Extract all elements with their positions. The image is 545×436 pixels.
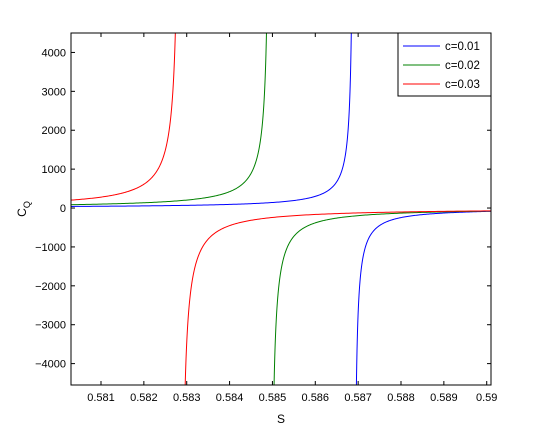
y-tick-label: −1000 xyxy=(35,242,66,254)
y-tick-label: 0 xyxy=(60,203,66,215)
series-line xyxy=(71,33,491,385)
x-tick-label: 0.581 xyxy=(87,392,115,404)
y-tick-label: 3000 xyxy=(42,86,66,98)
series-line xyxy=(71,33,491,385)
ticks-layer: 0.581 0.582 0.583 0.584 0.585 0.586 0.587 0.588… xyxy=(35,33,497,404)
x-tick-label: 0.59 xyxy=(476,392,497,404)
x-axis-label: S xyxy=(277,412,285,426)
y-axis-label-subscript: Q xyxy=(22,201,32,208)
y-axis-label: CQ xyxy=(15,201,32,217)
legend: c=0.01 c=0.02 c=0.03 xyxy=(397,32,492,97)
x-tick-label: 0.582 xyxy=(130,392,158,404)
x-tick-label: 0.588 xyxy=(387,392,415,404)
legend-label: c=0.03 xyxy=(445,79,480,91)
x-tick-label: 0.587 xyxy=(344,392,372,404)
series-layer xyxy=(71,33,491,385)
y-tick-label: −4000 xyxy=(35,359,66,371)
legend-label: c=0.01 xyxy=(445,41,480,53)
x-tick-label: 0.586 xyxy=(302,392,330,404)
y-tick-label: 1000 xyxy=(42,164,66,176)
svg-text:CQ: CQ xyxy=(15,201,32,217)
y-tick-label: −2000 xyxy=(35,281,66,293)
legend-label: c=0.02 xyxy=(445,60,480,72)
x-tick-label: 0.585 xyxy=(259,392,287,404)
plot-frame xyxy=(70,32,492,386)
series-line xyxy=(71,33,491,385)
x-tick-label: 0.584 xyxy=(216,392,244,404)
y-tick-label: 4000 xyxy=(42,47,66,59)
x-tick-label: 0.589 xyxy=(430,392,458,404)
x-tick-label: 0.583 xyxy=(173,392,201,404)
y-tick-label: −3000 xyxy=(35,320,66,332)
y-axis-label-main: C xyxy=(15,208,29,217)
y-tick-label: 2000 xyxy=(42,125,66,137)
legend-entries: c=0.01 c=0.02 c=0.03 xyxy=(403,41,480,91)
